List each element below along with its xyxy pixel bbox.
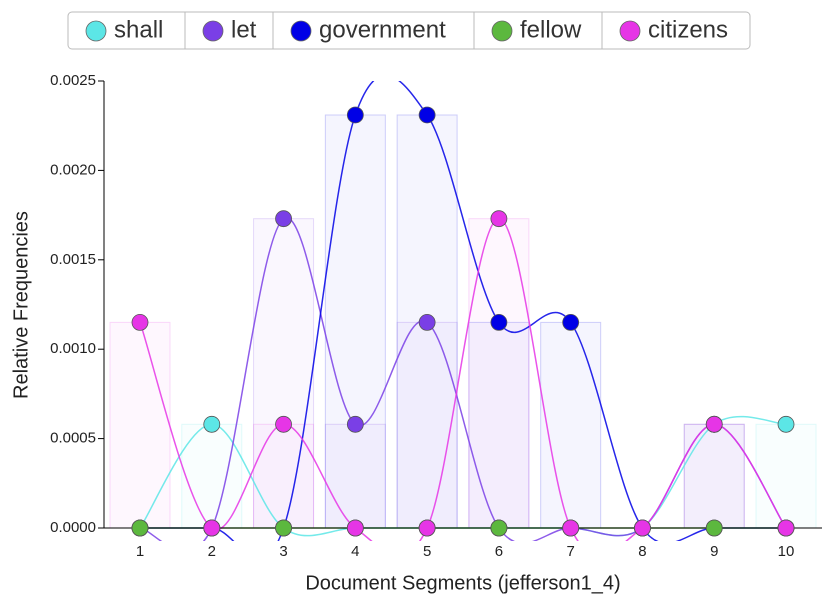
- legend-swatch[interactable]: [85, 20, 107, 42]
- point[interactable]: [275, 210, 292, 228]
- legend-box: [67, 11, 751, 50]
- bar: [324, 114, 386, 529]
- y-tick-label: 0.0025: [50, 72, 96, 89]
- series-line: [139, 217, 787, 541]
- point[interactable]: [275, 519, 292, 537]
- x-tick-label: 1: [136, 543, 144, 560]
- x-tick-label: 3: [279, 543, 287, 560]
- point[interactable]: [777, 519, 795, 537]
- bar: [396, 321, 458, 529]
- x-tick-label: 6: [495, 543, 503, 560]
- bar: [253, 423, 315, 529]
- bar: [468, 218, 530, 529]
- legend-label[interactable]: shall: [114, 16, 163, 43]
- point[interactable]: [562, 313, 580, 331]
- x-tick-label: 8: [638, 543, 646, 560]
- legend-swatch[interactable]: [619, 20, 641, 42]
- bar: [755, 423, 817, 529]
- x-axis-title: Document Segments (jefferson1_4): [305, 572, 620, 594]
- point[interactable]: [346, 106, 364, 124]
- point[interactable]: [634, 519, 651, 537]
- point[interactable]: [418, 313, 436, 331]
- x-tick-label: 4: [351, 543, 359, 560]
- x-tick-label: 5: [423, 543, 431, 560]
- point[interactable]: [777, 415, 795, 433]
- y-tick-label: 0.0010: [50, 340, 96, 357]
- legend-label[interactable]: let: [231, 16, 257, 43]
- point[interactable]: [346, 415, 364, 433]
- legend-swatch[interactable]: [491, 20, 513, 42]
- x-tick-label: 7: [567, 543, 575, 560]
- point[interactable]: [131, 519, 149, 537]
- point[interactable]: [418, 106, 436, 124]
- legend-label[interactable]: citizens: [648, 16, 728, 43]
- legend-label[interactable]: fellow: [520, 16, 582, 43]
- point[interactable]: [203, 519, 221, 537]
- bar: [324, 423, 386, 529]
- point[interactable]: [131, 313, 149, 331]
- bar: [468, 321, 530, 529]
- point[interactable]: [275, 415, 292, 433]
- legend-swatch[interactable]: [202, 20, 224, 42]
- legend-swatch[interactable]: [290, 20, 312, 42]
- x-tick-label: 2: [208, 543, 216, 560]
- point[interactable]: [705, 415, 723, 433]
- bar: [540, 321, 602, 529]
- point[interactable]: [705, 519, 723, 537]
- y-tick-label: 0.0020: [50, 161, 96, 178]
- point[interactable]: [418, 519, 436, 537]
- point[interactable]: [490, 519, 508, 537]
- point[interactable]: [490, 313, 508, 331]
- y-axis-title: Relative Frequencies: [10, 211, 32, 399]
- y-tick-label: 0.0015: [50, 251, 96, 268]
- bar: [109, 321, 171, 529]
- point[interactable]: [203, 415, 221, 433]
- point[interactable]: [490, 210, 508, 228]
- point[interactable]: [562, 519, 580, 537]
- point[interactable]: [346, 519, 364, 537]
- y-tick-label: 0.0005: [50, 430, 96, 447]
- y-tick-label: 0.0000: [50, 519, 96, 536]
- x-tick-label: 10: [778, 543, 795, 560]
- legend-label[interactable]: government: [319, 16, 446, 43]
- x-tick-label: 9: [710, 543, 718, 560]
